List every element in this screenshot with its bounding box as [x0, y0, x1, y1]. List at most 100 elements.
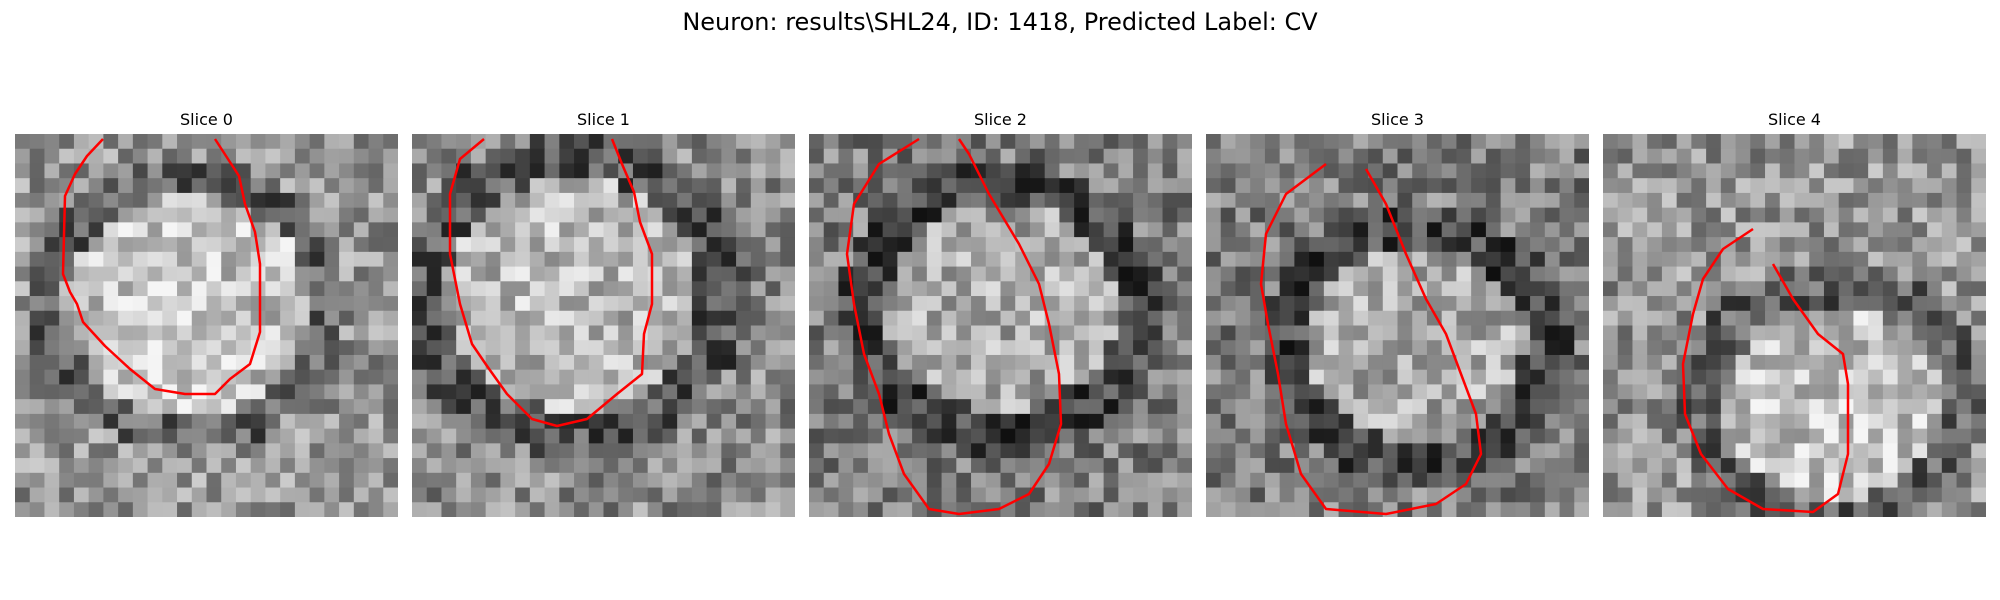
pixel-cell	[986, 237, 1001, 252]
pixel-cell	[736, 355, 751, 370]
pixel-cell	[118, 473, 133, 488]
pixel-cell	[1942, 340, 1957, 355]
pixel-cell	[1265, 399, 1280, 414]
pixel-cell	[1280, 222, 1295, 237]
pixel-cell	[721, 340, 736, 355]
pixel-cell	[30, 149, 45, 164]
pixel-cell	[412, 399, 427, 414]
pixel-cell	[1545, 237, 1560, 252]
pixel-cell	[677, 340, 692, 355]
pixel-cell	[559, 399, 574, 414]
pixel-cell	[1353, 370, 1368, 385]
pixel-cell	[1824, 296, 1839, 311]
pixel-cell	[486, 252, 501, 267]
pixel-cell	[1353, 340, 1368, 355]
pixel-cell	[883, 281, 898, 296]
pixel-cell	[1603, 311, 1618, 326]
pixel-cell	[1104, 252, 1119, 267]
pixel-cell	[1603, 193, 1618, 208]
pixel-cell	[692, 193, 707, 208]
pixel-cell	[883, 502, 898, 517]
slice-panel-1: Slice 1	[412, 108, 795, 517]
pixel-cell	[383, 252, 398, 267]
pixel-cell	[1324, 311, 1339, 326]
pixel-cell	[1324, 399, 1339, 414]
pixel-cell	[824, 370, 839, 385]
pixel-cell	[1515, 488, 1530, 503]
pixel-cell	[1530, 193, 1545, 208]
pixel-cell	[500, 237, 515, 252]
pixel-cell	[971, 384, 986, 399]
pixel-cell	[986, 458, 1001, 473]
pixel-cell	[1015, 429, 1030, 444]
pixel-cell	[530, 443, 545, 458]
pixel-cell	[824, 237, 839, 252]
pixel-cell	[1721, 384, 1736, 399]
pixel-cell	[986, 370, 1001, 385]
pixel-cell	[1015, 281, 1030, 296]
pixel-cell	[1074, 193, 1089, 208]
pixel-cell	[545, 134, 560, 149]
pixel-cell	[1530, 281, 1545, 296]
pixel-cell	[103, 281, 118, 296]
pixel-cell	[1824, 370, 1839, 385]
pixel-cell	[574, 326, 589, 341]
pixel-cell	[1574, 149, 1589, 164]
pixel-cell	[897, 193, 912, 208]
pixel-cell	[486, 267, 501, 282]
pixel-cell	[412, 311, 427, 326]
pixel-cell	[1471, 208, 1486, 223]
pixel-cell	[736, 311, 751, 326]
pixel-cell	[751, 281, 766, 296]
pixel-cell	[1662, 473, 1677, 488]
pixel-cell	[427, 429, 442, 444]
pixel-cell	[1927, 458, 1942, 473]
pixel-cell	[1780, 443, 1795, 458]
pixel-cell	[604, 502, 619, 517]
pixel-cell	[1059, 384, 1074, 399]
pixel-cell	[1647, 326, 1662, 341]
pixel-cell	[471, 208, 486, 223]
pixel-cell	[1632, 340, 1647, 355]
pixel-cell	[1912, 237, 1927, 252]
pixel-cell	[1163, 458, 1178, 473]
pixel-cell	[1163, 237, 1178, 252]
pixel-cell	[1045, 193, 1060, 208]
pixel-cell	[280, 267, 295, 282]
pixel-cell	[471, 222, 486, 237]
pixel-cell	[354, 399, 369, 414]
pixel-cell	[89, 296, 104, 311]
pixel-cell	[221, 502, 236, 517]
pixel-cell	[1545, 414, 1560, 429]
pixel-cell	[736, 193, 751, 208]
pixel-cell	[118, 163, 133, 178]
pixel-cell	[1515, 326, 1530, 341]
pixel-cell	[956, 222, 971, 237]
pixel-cell	[1015, 163, 1030, 178]
pixel-cell	[251, 134, 266, 149]
pixel-cell	[1721, 222, 1736, 237]
pixel-cell	[221, 296, 236, 311]
pixel-cell	[942, 399, 957, 414]
pixel-cell	[1163, 370, 1178, 385]
pixel-cell	[280, 473, 295, 488]
pixel-cell	[310, 311, 325, 326]
pixel-cell	[1868, 134, 1883, 149]
pixel-cell	[1339, 193, 1354, 208]
pixel-cell	[192, 326, 207, 341]
pixel-cell	[1486, 488, 1501, 503]
pixel-cell	[148, 237, 163, 252]
pixel-cell	[515, 222, 530, 237]
pixel-cell	[1177, 193, 1192, 208]
pixel-cell	[412, 193, 427, 208]
pixel-cell	[589, 296, 604, 311]
pixel-cell	[1177, 429, 1192, 444]
pixel-cell	[1809, 163, 1824, 178]
pixel-cell	[604, 414, 619, 429]
pixel-cell	[1059, 488, 1074, 503]
pixel-cell	[133, 311, 148, 326]
pixel-cell	[942, 267, 957, 282]
pixel-cell	[1780, 399, 1795, 414]
pixel-cell	[677, 222, 692, 237]
pixel-cell	[1427, 237, 1442, 252]
